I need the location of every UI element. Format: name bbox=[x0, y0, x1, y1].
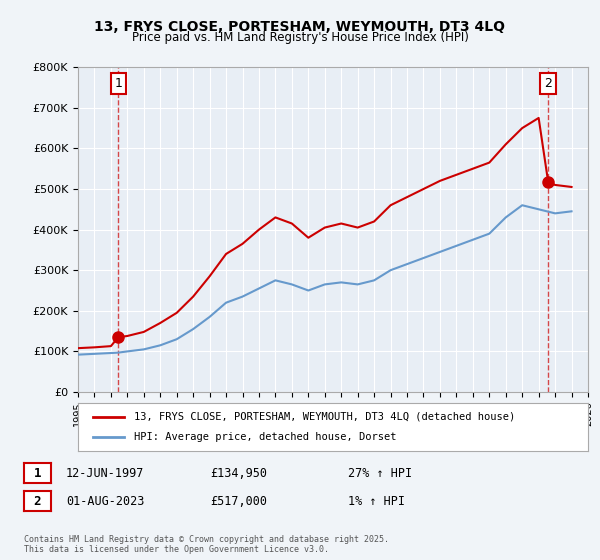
Text: HPI: Average price, detached house, Dorset: HPI: Average price, detached house, Dors… bbox=[134, 432, 397, 442]
Text: 1% ↑ HPI: 1% ↑ HPI bbox=[348, 494, 405, 508]
Text: 2: 2 bbox=[34, 494, 41, 508]
Text: 12-JUN-1997: 12-JUN-1997 bbox=[66, 466, 145, 480]
Text: 1: 1 bbox=[34, 466, 41, 480]
Text: 27% ↑ HPI: 27% ↑ HPI bbox=[348, 466, 412, 480]
Text: Contains HM Land Registry data © Crown copyright and database right 2025.
This d: Contains HM Land Registry data © Crown c… bbox=[24, 535, 389, 554]
Text: £134,950: £134,950 bbox=[210, 466, 267, 480]
Text: 2: 2 bbox=[544, 77, 552, 90]
Text: 13, FRYS CLOSE, PORTESHAM, WEYMOUTH, DT3 4LQ: 13, FRYS CLOSE, PORTESHAM, WEYMOUTH, DT3… bbox=[95, 20, 505, 34]
Text: 01-AUG-2023: 01-AUG-2023 bbox=[66, 494, 145, 508]
Text: Price paid vs. HM Land Registry's House Price Index (HPI): Price paid vs. HM Land Registry's House … bbox=[131, 31, 469, 44]
Text: £517,000: £517,000 bbox=[210, 494, 267, 508]
Text: 13, FRYS CLOSE, PORTESHAM, WEYMOUTH, DT3 4LQ (detached house): 13, FRYS CLOSE, PORTESHAM, WEYMOUTH, DT3… bbox=[134, 412, 515, 422]
Text: 1: 1 bbox=[115, 77, 122, 90]
